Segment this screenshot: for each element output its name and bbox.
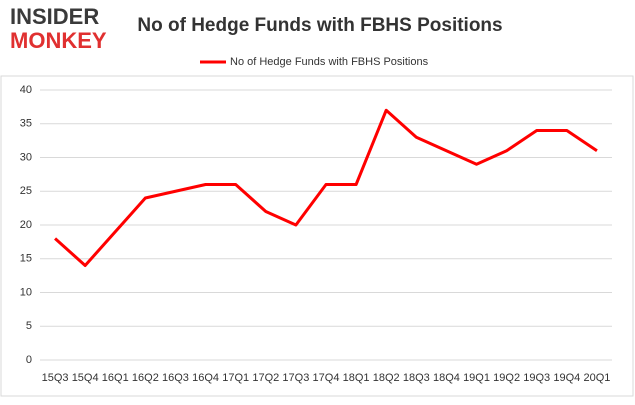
x-tick-label: 16Q3 [162,372,189,384]
x-tick-label: 15Q4 [72,372,99,384]
logo-line2: MONKEY [10,28,107,53]
x-tick-label: 17Q3 [282,372,309,384]
x-tick-label: 19Q2 [493,372,520,384]
chart-title: No of Hedge Funds with FBHS Positions [137,15,502,36]
x-tick-label: 18Q1 [343,372,370,384]
y-tick-label: 30 [20,151,32,163]
x-tick-label: 19Q4 [553,372,580,384]
x-tick-label: 18Q2 [373,372,400,384]
x-tick-label: 18Q3 [403,372,430,384]
y-tick-label: 0 [26,354,32,366]
x-tick-label: 17Q4 [313,372,340,384]
x-tick-label: 20Q1 [583,372,610,384]
series-line [54,108,598,267]
x-tick-label: 19Q3 [523,372,550,384]
y-tick-label: 40 [20,84,32,96]
logo-line1: INSIDER [10,4,99,29]
x-tick-label: 16Q2 [132,372,159,384]
x-tick-label: 16Q1 [102,372,129,384]
chart-border [0,75,634,397]
y-tick-label: 20 [20,219,32,231]
y-tick-label: 10 [20,286,32,298]
x-tick-label: 17Q1 [222,372,249,384]
y-tick-label: 35 [20,118,32,130]
x-tick-label: 19Q1 [463,372,490,384]
y-tick-label: 25 [20,185,32,197]
x-tick-label: 15Q3 [42,372,69,384]
x-tick-label: 16Q4 [192,372,219,384]
y-tick-label: 15 [20,253,32,265]
y-tick-label: 5 [26,320,32,332]
x-tick-label: 18Q4 [433,372,460,384]
x-tick-label: 17Q2 [252,372,279,384]
legend-label: No of Hedge Funds with FBHS Positions [230,56,429,68]
